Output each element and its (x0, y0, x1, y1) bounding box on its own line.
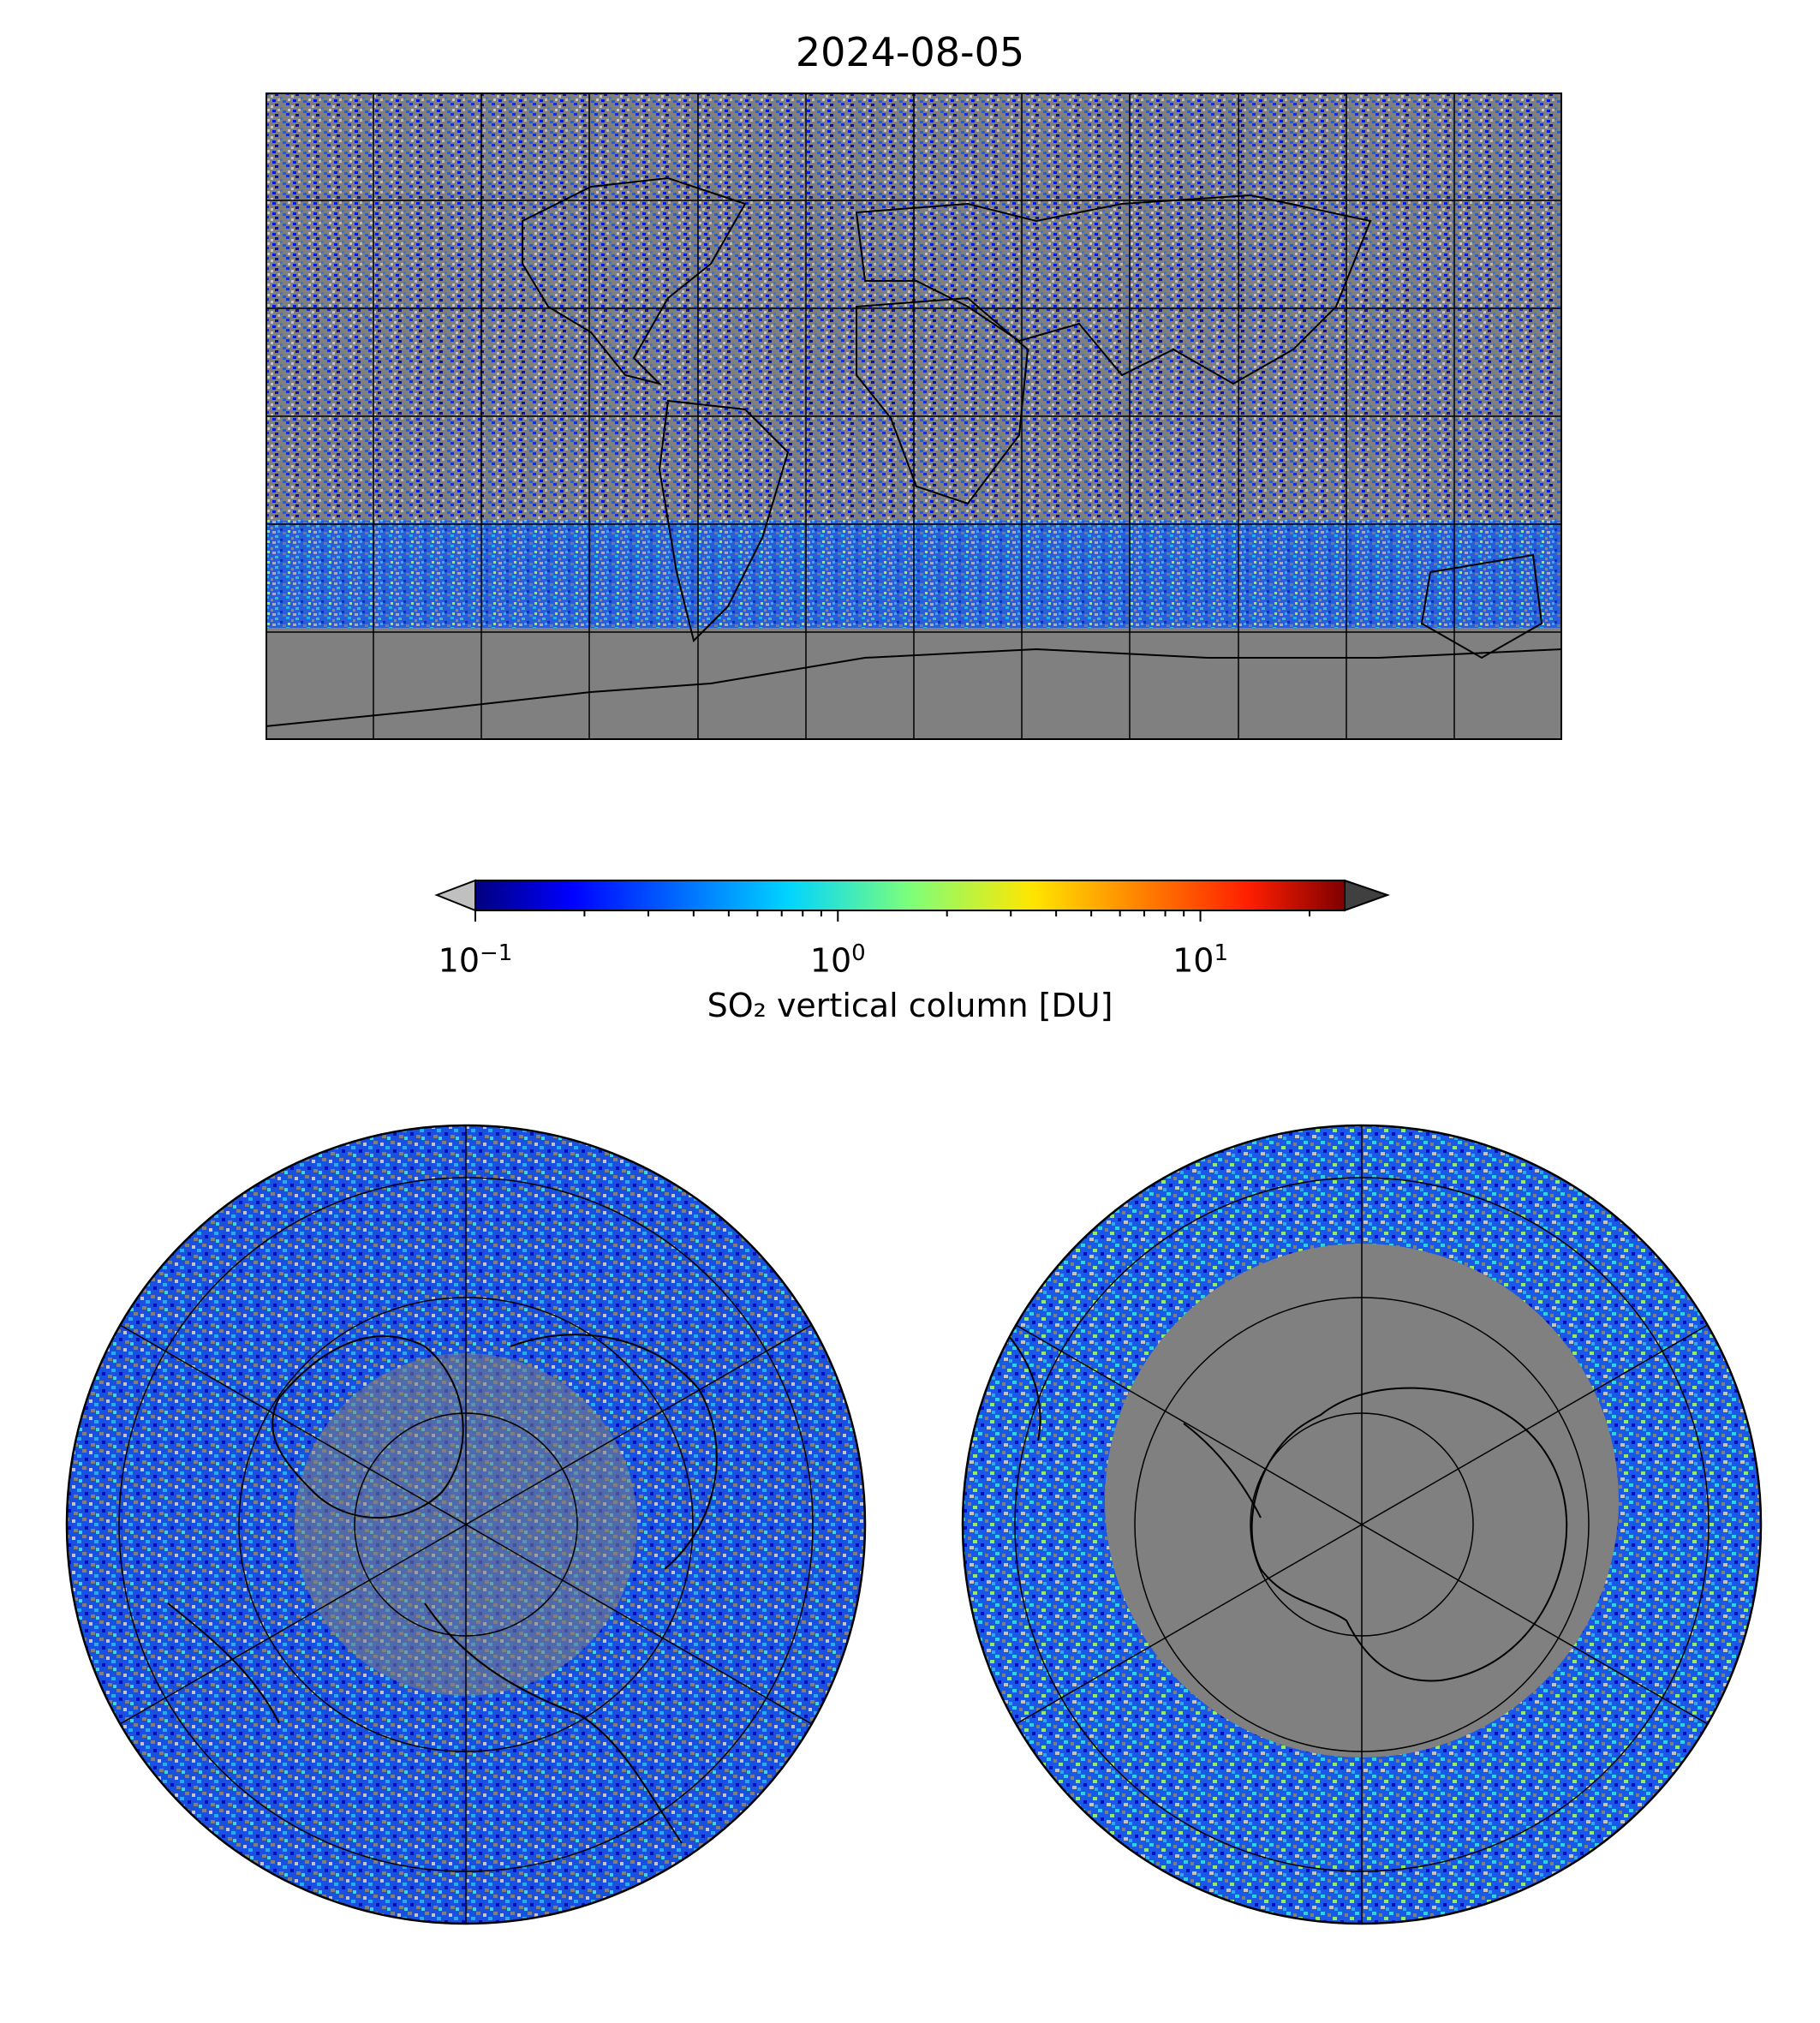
colorbar-over-extension (1344, 879, 1391, 912)
south-gridlines (1014, 1125, 1710, 1924)
world-map-frame (266, 92, 1562, 740)
north-gridlines (118, 1125, 814, 1924)
tick-base: 10 (809, 941, 852, 980)
tick-exponent: −1 (480, 940, 513, 966)
colorbar-tick-label: 100 (810, 940, 866, 980)
colorbar (434, 879, 1391, 922)
colorbar-label: SO₂ vertical column [DU] (707, 987, 1113, 1024)
colorbar-gradient (474, 880, 1346, 911)
colorbar-tick-label: 10−1 (439, 940, 513, 980)
world-gridlines (266, 92, 1562, 740)
tick-base: 10 (1173, 941, 1214, 980)
map-title: 2024-08-05 (795, 29, 1025, 75)
south-map-frame (961, 1124, 1763, 1925)
tick-exponent: 0 (851, 940, 866, 966)
north-map-frame (65, 1124, 867, 1925)
tick-base: 10 (438, 941, 480, 980)
world-coastlines (266, 176, 1562, 727)
colorbar-under-extension (434, 879, 476, 912)
north-polar-map (65, 1124, 867, 1925)
north-coastlines (167, 1334, 718, 1844)
colorbar-ticks (474, 910, 1310, 922)
south-polar-map (961, 1124, 1763, 1925)
colorbar-tick-label: 101 (1173, 940, 1228, 980)
tick-exponent: 1 (1214, 940, 1228, 966)
world-map (266, 92, 1562, 740)
